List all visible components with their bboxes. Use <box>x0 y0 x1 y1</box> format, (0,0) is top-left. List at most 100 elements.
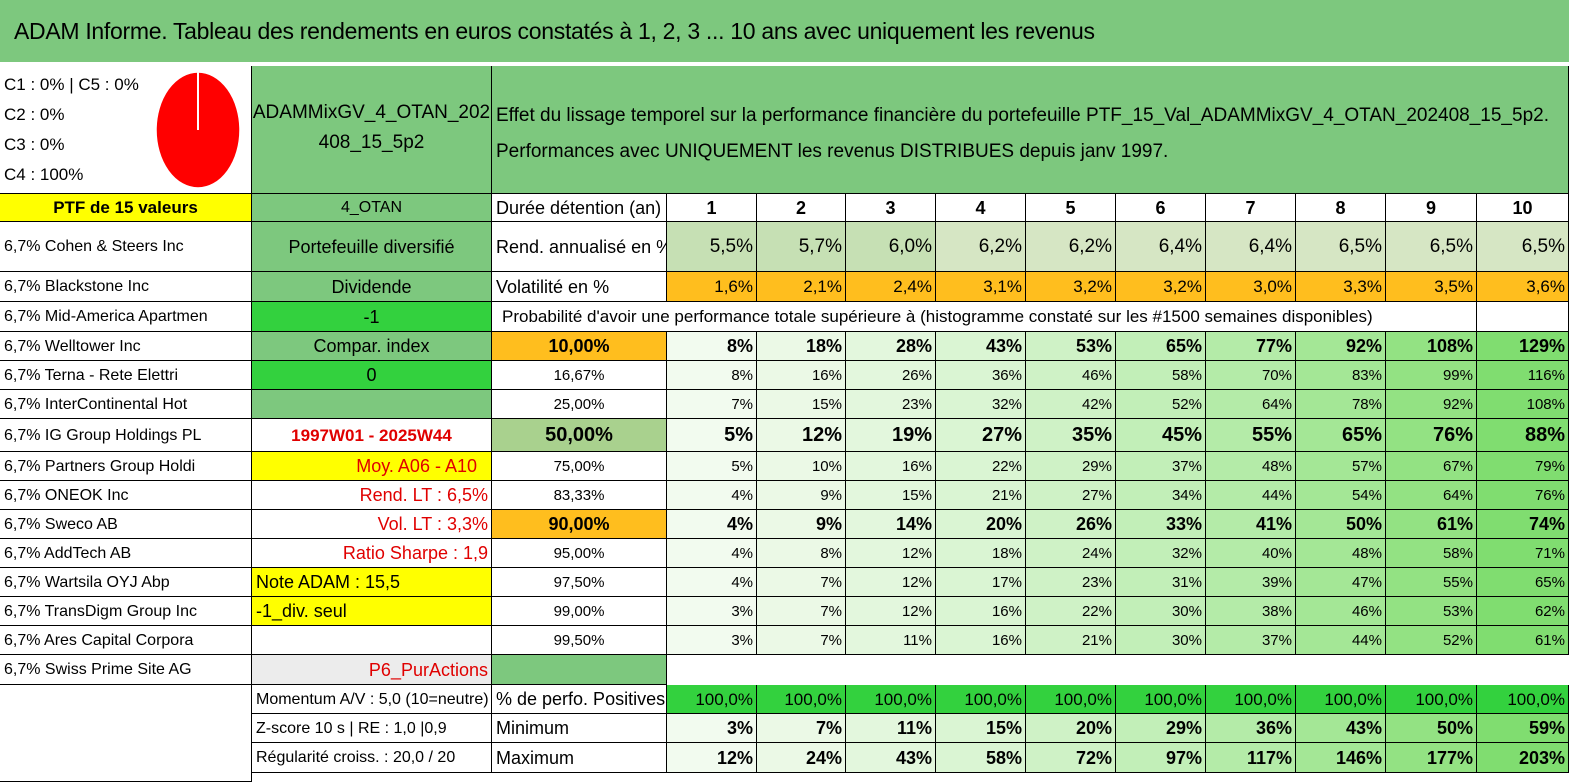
minimum-value: 20% <box>1026 714 1116 743</box>
quantile-value: 27% <box>1026 481 1116 510</box>
maximum-value: 97% <box>1116 743 1206 773</box>
quantile-value: 8% <box>667 332 757 361</box>
quantile-value: 26% <box>1026 510 1116 539</box>
quantile-value: 40% <box>1206 539 1296 568</box>
annualized-return-value: 6,4% <box>1116 222 1206 272</box>
positive-perf-value: 100,0% <box>936 685 1026 714</box>
holding-row: 6,7% Partners Group Holdi <box>0 452 252 481</box>
volatility-value: 3,2% <box>1026 272 1116 302</box>
alloc-line-1: C1 : 0% | C5 : 0% <box>4 75 139 94</box>
quantile-label: 99,50% <box>492 626 667 655</box>
quantile-value: 7% <box>757 626 846 655</box>
quantile-value: 44% <box>1296 626 1386 655</box>
quantile-value: 32% <box>1116 539 1206 568</box>
annualized-return-label: Rend. annualisé en % <box>492 222 667 272</box>
volatility-value: 3,3% <box>1296 272 1386 302</box>
quantile-value: 26% <box>846 361 936 390</box>
alloc-line-4: C4 : 100% <box>4 165 84 184</box>
minimum-value: 50% <box>1386 714 1477 743</box>
positive-perf-value: 100,0% <box>667 685 757 714</box>
quantile-value: 71% <box>1477 539 1569 568</box>
quantile-value: 16% <box>846 452 936 481</box>
quantile-value: 8% <box>667 361 757 390</box>
ptf-size-label: PTF de 15 valeurs <box>0 194 252 222</box>
year-header: 5 <box>1026 194 1116 222</box>
annualized-return-value: 5,5% <box>667 222 757 272</box>
positive-perf-value: 100,0% <box>1026 685 1116 714</box>
maximum-value: 72% <box>1026 743 1116 773</box>
allocation-pie-chart <box>155 71 241 189</box>
strategy-label: P6_PurActions <box>252 655 492 685</box>
quantile-value: 18% <box>936 539 1026 568</box>
portfolio-name-line-1: ADAMMixGV_4_OTAN_202 <box>252 102 491 123</box>
allocation-cell: C1 : 0% | C5 : 0% C2 : 0% C3 : 0% C4 : 1… <box>0 66 252 194</box>
quantile-value: 64% <box>1206 390 1296 419</box>
quantile-value: 70% <box>1206 361 1296 390</box>
holding-row: 6,7% Ares Capital Corpora <box>0 626 252 655</box>
quantile-value: 35% <box>1026 419 1116 452</box>
portfolio-code: 4_OTAN <box>252 194 492 222</box>
quantile-value: 9% <box>757 481 846 510</box>
year-header: 2 <box>757 194 846 222</box>
side-empty-cell <box>252 390 492 419</box>
minimum-value: 43% <box>1296 714 1386 743</box>
quantile-value: 11% <box>846 626 936 655</box>
quantile-value: 48% <box>1296 539 1386 568</box>
holding-row: 6,7% Welltower Inc <box>0 332 252 361</box>
quantile-value: 24% <box>1026 539 1116 568</box>
quantile-value: 5% <box>667 419 757 452</box>
dividend-label: Dividende <box>252 272 492 302</box>
volatility-value: 3,1% <box>936 272 1026 302</box>
quantile-value: 10% <box>757 452 846 481</box>
quantile-label: 90,00% <box>492 510 667 539</box>
quantile-value: 7% <box>757 597 846 626</box>
minimum-value: 11% <box>846 714 936 743</box>
quantile-value: 15% <box>757 390 846 419</box>
quantile-value: 3% <box>667 626 757 655</box>
holding-row: 6,7% TransDigm Group Inc <box>0 597 252 626</box>
year-header: 6 <box>1116 194 1206 222</box>
quantile-value: 16% <box>757 361 846 390</box>
quantile-value: 19% <box>846 419 936 452</box>
alloc-line-2: C2 : 0% <box>4 105 65 124</box>
quantile-value: 74% <box>1477 510 1569 539</box>
quantile-label: 99,00% <box>492 597 667 626</box>
quantile-value: 79% <box>1477 452 1569 481</box>
quantile-value: 116% <box>1477 361 1569 390</box>
minimum-value: 15% <box>936 714 1026 743</box>
maximum-value: 12% <box>667 743 757 773</box>
quantile-value: 61% <box>1386 510 1477 539</box>
quantile-value: 33% <box>1116 510 1206 539</box>
volatility-value: 2,4% <box>846 272 936 302</box>
holding-duration-label: Durée détention (an) <box>492 194 667 222</box>
bottom-empty-cell <box>0 685 252 782</box>
quantile-value: 21% <box>1026 626 1116 655</box>
average-label: Moy. A06 - A10 <box>252 452 492 481</box>
quantile-label: 97,50% <box>492 568 667 597</box>
annualized-return-value: 6,5% <box>1477 222 1569 272</box>
quantile-value: 5% <box>667 452 757 481</box>
description-line-1: Effet du lissage temporel sur la perform… <box>496 105 1549 126</box>
volatility-value: 3,5% <box>1386 272 1477 302</box>
quantile-value: 65% <box>1477 568 1569 597</box>
year-header: 1 <box>667 194 757 222</box>
quantile-label: 10,00% <box>492 332 667 361</box>
regularity-label: Régularité croiss. : 20,0 / 20 <box>252 743 492 773</box>
holding-row: 6,7% Blackstone Inc <box>0 272 252 302</box>
quantile-value: 65% <box>1296 419 1386 452</box>
quantile-value: 12% <box>846 539 936 568</box>
minimum-value: 3% <box>667 714 757 743</box>
compare-index-value: 0 <box>252 361 492 390</box>
holding-row: 6,7% Terna - Rete Elettri <box>0 361 252 390</box>
quantile-label: 25,00% <box>492 390 667 419</box>
quantile-value: 108% <box>1477 390 1569 419</box>
quantile-value: 18% <box>757 332 846 361</box>
quantile-label: 75,00% <box>492 452 667 481</box>
date-range: 1997W01 - 2025W44 <box>252 419 492 452</box>
portfolio-name-cell: ADAMMixGV_4_OTAN_202 408_15_5p2 <box>252 66 492 194</box>
quantile-value: 12% <box>846 568 936 597</box>
maximum-value: 58% <box>936 743 1026 773</box>
quantile-value: 57% <box>1296 452 1386 481</box>
positive-perf-value: 100,0% <box>1116 685 1206 714</box>
annualized-return-value: 6,2% <box>936 222 1026 272</box>
